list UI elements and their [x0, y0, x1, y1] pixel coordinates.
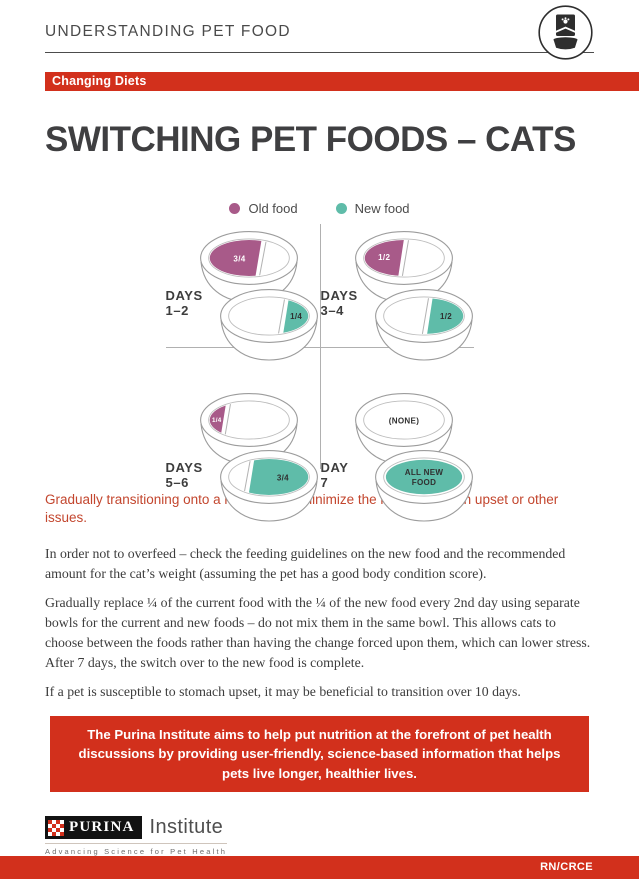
svg-text:1/4: 1/4: [290, 312, 302, 321]
purina-brand-text: PURINA: [69, 819, 135, 835]
page-title: SWITCHING PET FOODS – CATS: [45, 120, 576, 160]
quadrant-day-7: DAY 7 (NONE) ALL NEW FOOD: [321, 378, 474, 530]
svg-text:3/4: 3/4: [233, 255, 245, 264]
old-food-dot: [229, 203, 241, 215]
svg-text:FOOD: FOOD: [411, 478, 435, 487]
quadrant-days-5-6: DAYS 5–6 1/4 3/4: [166, 378, 319, 530]
logo-tagline: Advancing Science for Pet Health: [45, 843, 228, 856]
legend-item-new-food: New food: [335, 201, 410, 217]
purina-wordmark: PURINA: [45, 816, 142, 839]
body-text: In order not to overfeed – check the fee…: [45, 535, 594, 703]
legend-item-old-food: Old food: [229, 201, 298, 217]
svg-text:1/2: 1/2: [378, 254, 390, 263]
legend: Old food New food: [0, 201, 639, 216]
new-food-label: New food: [354, 201, 410, 217]
svg-text:(NONE): (NONE): [388, 417, 418, 426]
new-food-bowl: 1/2: [369, 283, 479, 365]
new-food-bowl: 1/4: [214, 283, 324, 365]
new-food-bowl: 3/4: [214, 444, 324, 526]
transition-diagram: DAYS 1–2 3/4 1/4 DAYS 3–4 1/2 1/2 DAYS 5…: [165, 224, 474, 522]
quadrant-days-1-2: DAYS 1–2 3/4 1/4: [166, 224, 319, 376]
old-food-bowl: 3/4: [194, 225, 304, 307]
page-header: UNDERSTANDING PET FOOD: [45, 5, 594, 60]
page-code: RN/CRCE: [540, 861, 593, 873]
purina-institute-statement: The Purina Institute aims to help put nu…: [50, 715, 589, 792]
purina-checkerboard-icon: [48, 819, 64, 836]
institute-text: Institute: [149, 816, 224, 838]
svg-text:1/2: 1/2: [439, 312, 451, 321]
days-label: DAYS 1–2: [165, 288, 203, 319]
days-label: DAYS 3–4: [320, 288, 358, 319]
section-badge: Changing Diets: [45, 72, 639, 92]
header-title: UNDERSTANDING PET FOOD: [45, 23, 291, 40]
days-label: DAY 7: [320, 460, 349, 491]
pet-food-icon: [537, 4, 594, 61]
svg-text:3/4: 3/4: [276, 474, 288, 483]
days-label: DAYS 5–6: [165, 460, 203, 491]
paragraph-feeding-guidelines: In order not to overfeed – check the fee…: [45, 545, 566, 581]
quadrant-days-3-4: DAYS 3–4 1/2 1/2: [321, 224, 474, 376]
old-food-bowl: 1/4: [194, 387, 304, 469]
svg-text:ALL NEW: ALL NEW: [404, 468, 443, 477]
new-food-dot: [335, 203, 347, 215]
logo-row: PURINA Institute: [45, 816, 227, 839]
old-food-label: Old food: [248, 201, 298, 217]
header-divider: [45, 52, 594, 54]
page-code-bar: RN/CRCE: [0, 856, 639, 879]
new-food-bowl: ALL NEW FOOD: [369, 444, 479, 526]
paragraph-stomach-upset: If a pet is susceptible to stomach upset…: [45, 684, 521, 700]
diagram-horizontal-divider: [165, 346, 474, 348]
purina-institute-logo: PURINA Institute Advancing Science for P…: [45, 816, 228, 856]
paragraph-replace-method: Gradually replace ¼ of the current food …: [45, 594, 591, 671]
svg-text:1/4: 1/4: [211, 418, 221, 425]
